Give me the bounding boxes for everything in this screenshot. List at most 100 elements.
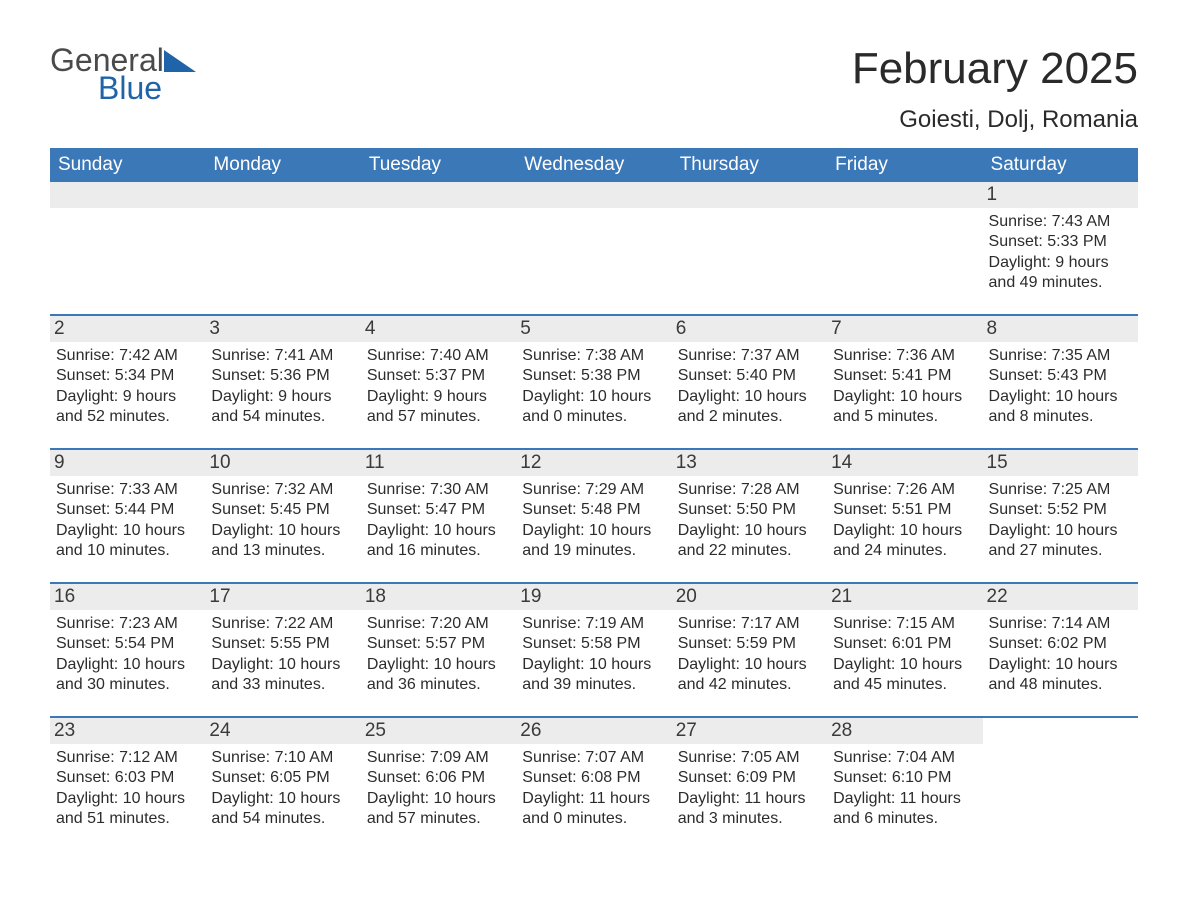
daylight-label: Daylight: 10 hours and 36 minutes.	[367, 655, 510, 696]
weekday-header: Thursday	[672, 148, 827, 182]
day-number: 1	[983, 182, 1138, 208]
day-number: 21	[827, 584, 982, 610]
sunset-label: Sunset: 6:01 PM	[833, 634, 976, 654]
daylight-label: Daylight: 10 hours and 57 minutes.	[367, 789, 510, 830]
day-number: 9	[50, 450, 205, 476]
daylight-label: Daylight: 10 hours and 51 minutes.	[56, 789, 199, 830]
sunset-label: Sunset: 5:52 PM	[989, 500, 1132, 520]
weekday-header-row: SundayMondayTuesdayWednesdayThursdayFrid…	[50, 148, 1138, 182]
calendar-day: 27Sunrise: 7:05 AMSunset: 6:09 PMDayligh…	[672, 718, 827, 838]
calendar-week: 9 Sunrise: 7:33 AMSunset: 5:44 PMDaylight…	[50, 448, 1138, 570]
sunrise-label: Sunrise: 7:28 AM	[678, 480, 821, 500]
calendar-week: 2 Sunrise: 7:42 AMSunset: 5:34 PMDaylight…	[50, 314, 1138, 436]
calendar-day: 11Sunrise: 7:30 AMSunset: 5:47 PMDayligh…	[361, 450, 516, 570]
sunrise-label: Sunrise: 7:30 AM	[367, 480, 510, 500]
sunset-label: Sunset: 5:47 PM	[367, 500, 510, 520]
sunrise-label: Sunrise: 7:43 AM	[989, 212, 1132, 232]
day-number: 25	[361, 718, 516, 744]
day-info: Sunrise: 7:42 AMSunset: 5:34 PMDaylight:…	[56, 346, 199, 428]
calendar-day: 7Sunrise: 7:36 AMSunset: 5:41 PMDaylight…	[827, 316, 982, 436]
calendar-day: 9 Sunrise: 7:33 AMSunset: 5:44 PMDaylight…	[50, 450, 205, 570]
day-number: 16	[50, 584, 205, 610]
sunrise-label: Sunrise: 7:20 AM	[367, 614, 510, 634]
sunrise-label: Sunrise: 7:22 AM	[211, 614, 354, 634]
sunrise-label: Sunrise: 7:09 AM	[367, 748, 510, 768]
day-number: 8	[983, 316, 1138, 342]
daylight-label: Daylight: 9 hours and 49 minutes.	[989, 253, 1132, 294]
daylight-label: Daylight: 10 hours and 48 minutes.	[989, 655, 1132, 696]
sunset-label: Sunset: 5:34 PM	[56, 366, 199, 386]
day-number: 4	[361, 316, 516, 342]
day-number: 14	[827, 450, 982, 476]
day-number: 23	[50, 718, 205, 744]
sunset-label: Sunset: 5:36 PM	[211, 366, 354, 386]
day-number	[827, 182, 982, 208]
logo-triangle-icon	[164, 50, 196, 72]
day-number: 2	[50, 316, 205, 342]
daylight-label: Daylight: 10 hours and 30 minutes.	[56, 655, 199, 696]
weekday-header: Friday	[827, 148, 982, 182]
calendar-day: 8 Sunrise: 7:35 AMSunset: 5:43 PMDaylight…	[983, 316, 1138, 436]
calendar-day: 6Sunrise: 7:37 AMSunset: 5:40 PMDaylight…	[672, 316, 827, 436]
daylight-label: Daylight: 10 hours and 24 minutes.	[833, 521, 976, 562]
sunrise-label: Sunrise: 7:33 AM	[56, 480, 199, 500]
day-info: Sunrise: 7:20 AMSunset: 5:57 PMDaylight:…	[367, 614, 510, 696]
day-number: 10	[205, 450, 360, 476]
weekday-header: Tuesday	[361, 148, 516, 182]
header-row: General Blue February 2025 Goiesti, Dolj…	[50, 44, 1138, 134]
sunrise-label: Sunrise: 7:23 AM	[56, 614, 199, 634]
daylight-label: Daylight: 11 hours and 3 minutes.	[678, 789, 821, 830]
day-number	[672, 182, 827, 208]
sunrise-label: Sunrise: 7:26 AM	[833, 480, 976, 500]
day-number: 11	[361, 450, 516, 476]
daylight-label: Daylight: 10 hours and 27 minutes.	[989, 521, 1132, 562]
daylight-label: Daylight: 10 hours and 22 minutes.	[678, 521, 821, 562]
sunset-label: Sunset: 6:09 PM	[678, 768, 821, 788]
day-info: Sunrise: 7:04 AMSunset: 6:10 PMDaylight:…	[833, 748, 976, 830]
sunrise-label: Sunrise: 7:10 AM	[211, 748, 354, 768]
sunset-label: Sunset: 6:10 PM	[833, 768, 976, 788]
day-info: Sunrise: 7:38 AMSunset: 5:38 PMDaylight:…	[522, 346, 665, 428]
calendar-day: 3Sunrise: 7:41 AMSunset: 5:36 PMDaylight…	[205, 316, 360, 436]
sunrise-label: Sunrise: 7:05 AM	[678, 748, 821, 768]
calendar-day	[983, 718, 1138, 838]
day-info: Sunrise: 7:33 AMSunset: 5:44 PMDaylight:…	[56, 480, 199, 562]
calendar: SundayMondayTuesdayWednesdayThursdayFrid…	[50, 148, 1138, 838]
day-info: Sunrise: 7:35 AMSunset: 5:43 PMDaylight:…	[989, 346, 1132, 428]
day-number: 22	[983, 584, 1138, 610]
daylight-label: Daylight: 11 hours and 0 minutes.	[522, 789, 665, 830]
calendar-day	[827, 182, 982, 302]
calendar-day: 13Sunrise: 7:28 AMSunset: 5:50 PMDayligh…	[672, 450, 827, 570]
calendar-day: 2 Sunrise: 7:42 AMSunset: 5:34 PMDaylight…	[50, 316, 205, 436]
calendar-day: 21Sunrise: 7:15 AMSunset: 6:01 PMDayligh…	[827, 584, 982, 704]
weeks-container: 1Sunrise: 7:43 AMSunset: 5:33 PMDaylight…	[50, 182, 1138, 838]
daylight-label: Daylight: 10 hours and 45 minutes.	[833, 655, 976, 696]
sunrise-label: Sunrise: 7:38 AM	[522, 346, 665, 366]
calendar-week: 23 Sunrise: 7:12 AMSunset: 6:03 PMDayligh…	[50, 716, 1138, 838]
daylight-label: Daylight: 11 hours and 6 minutes.	[833, 789, 976, 830]
daylight-label: Daylight: 10 hours and 8 minutes.	[989, 387, 1132, 428]
day-number: 18	[361, 584, 516, 610]
daylight-label: Daylight: 9 hours and 57 minutes.	[367, 387, 510, 428]
daylight-label: Daylight: 10 hours and 2 minutes.	[678, 387, 821, 428]
sunset-label: Sunset: 6:02 PM	[989, 634, 1132, 654]
day-info: Sunrise: 7:40 AMSunset: 5:37 PMDaylight:…	[367, 346, 510, 428]
calendar-day: 18 Sunrise: 7:20 AMSunset: 5:57 PMDayligh…	[361, 584, 516, 704]
brand-word2: Blue	[98, 70, 164, 107]
day-info: Sunrise: 7:19 AMSunset: 5:58 PMDaylight:…	[522, 614, 665, 696]
day-info: Sunrise: 7:05 AMSunset: 6:09 PMDaylight:…	[678, 748, 821, 830]
daylight-label: Daylight: 10 hours and 39 minutes.	[522, 655, 665, 696]
day-number	[205, 182, 360, 208]
day-number	[516, 182, 671, 208]
day-number: 24	[205, 718, 360, 744]
title-block: February 2025 Goiesti, Dolj, Romania	[852, 44, 1138, 134]
calendar-day: 12Sunrise: 7:29 AMSunset: 5:48 PMDayligh…	[516, 450, 671, 570]
sunrise-label: Sunrise: 7:04 AM	[833, 748, 976, 768]
sunrise-label: Sunrise: 7:17 AM	[678, 614, 821, 634]
brand-logo: General Blue	[50, 44, 196, 107]
calendar-day	[516, 182, 671, 302]
calendar-day: 16Sunrise: 7:23 AMSunset: 5:54 PMDayligh…	[50, 584, 205, 704]
sunset-label: Sunset: 5:37 PM	[367, 366, 510, 386]
day-info: Sunrise: 7:12 AMSunset: 6:03 PMDaylight:…	[56, 748, 199, 830]
daylight-label: Daylight: 10 hours and 42 minutes.	[678, 655, 821, 696]
